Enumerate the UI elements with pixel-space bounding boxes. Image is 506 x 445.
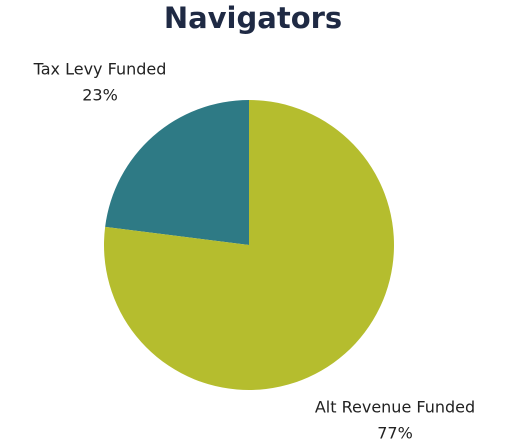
slice-value-label: 77% (377, 424, 413, 443)
chart-title: Navigators (164, 1, 342, 35)
pie-slice (104, 100, 394, 391)
pie-slice (105, 100, 249, 245)
slice-label: Tax Levy Funded (33, 60, 167, 79)
slice-label: Alt Revenue Funded (315, 398, 475, 417)
slice-value-label: 23% (82, 86, 118, 105)
